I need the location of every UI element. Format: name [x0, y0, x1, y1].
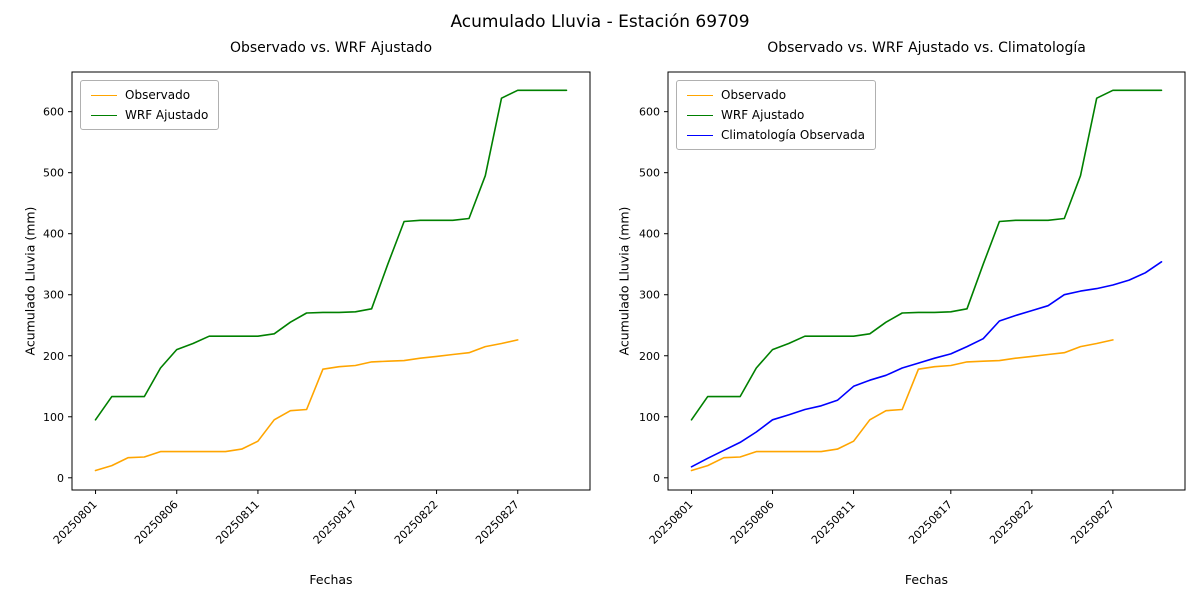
x-tick-label: 20250806	[728, 498, 777, 547]
x-tick-label: 20250817	[906, 498, 955, 547]
subplot-left-ylabel: Acumulado Lluvia (mm)	[22, 206, 38, 356]
x-tick-label: 20250827	[1068, 498, 1117, 547]
subplot-left-xlabel: Fechas	[309, 572, 353, 587]
legend-entry: WRF Ajustado	[91, 108, 208, 122]
y-tick-label: 500	[639, 167, 660, 180]
series-line-wrf-ajustado	[94, 89, 568, 421]
legend-line-swatch	[91, 114, 117, 116]
legend-label: Observado	[721, 88, 787, 102]
series-line-climatolog-a-observada	[690, 260, 1163, 468]
legend-label: Observado	[125, 88, 191, 102]
x-tick-label: 20250822	[392, 498, 441, 547]
axes-frame	[71, 71, 591, 491]
subplot-right-ylabel: Acumulado Lluvia (mm)	[616, 206, 632, 356]
subplot-right-xlabel: Fechas	[904, 572, 949, 587]
legend-label: WRF Ajustado	[125, 108, 209, 122]
x-tick-label: 20250822	[987, 498, 1036, 547]
legend-line-swatch	[687, 94, 713, 96]
y-tick-label: 200	[43, 350, 64, 363]
series-line-observado	[690, 339, 1114, 472]
legend-label: WRF Ajustado	[721, 108, 805, 122]
y-tick-label: 300	[639, 289, 660, 302]
y-tick-label: 100	[639, 411, 660, 424]
y-tick-label: 100	[43, 411, 64, 424]
legend-entry: Observado	[91, 88, 208, 102]
legend-line-swatch	[687, 134, 713, 136]
legend-label: Climatología Observada	[721, 128, 865, 142]
subplot-right-title: Observado vs. WRF Ajustado vs. Climatolo…	[767, 40, 1086, 56]
x-tick-label: 20250827	[473, 498, 522, 547]
y-tick-label: 600	[639, 106, 660, 119]
x-tick-label: 20250817	[311, 498, 360, 547]
legend-entry: Climatología Observada	[687, 128, 865, 142]
y-tick-label: 500	[43, 167, 64, 180]
subplot-right-legend: Observado WRF Ajustado Climatología Observ…	[676, 80, 876, 150]
series-line-observado	[94, 339, 519, 472]
x-tick-label: 20250801	[647, 498, 696, 547]
x-tick-label: 20250811	[213, 498, 262, 547]
legend-line-swatch	[687, 114, 713, 116]
y-tick-label: 400	[639, 228, 660, 241]
y-tick-label: 600	[43, 106, 64, 119]
figure-title: Acumulado Lluvia - Estación 69709	[450, 12, 750, 32]
legend-entry: Observado	[687, 88, 865, 102]
y-tick-label: 300	[43, 289, 64, 302]
series-line-wrf-ajustado	[690, 89, 1163, 421]
y-tick-label: 0	[57, 472, 64, 485]
x-tick-label: 20250811	[809, 498, 858, 547]
subplot-left-legend: Observado WRF Ajustado	[80, 80, 220, 130]
axes-frame	[667, 71, 1186, 491]
x-tick-label: 20250806	[132, 498, 181, 547]
y-tick-label: 200	[639, 350, 660, 363]
legend-entry: WRF Ajustado	[687, 108, 865, 122]
subplot-left-title: Observado vs. WRF Ajustado	[229, 40, 433, 56]
y-tick-label: 0	[653, 472, 660, 485]
legend-line-swatch	[91, 94, 117, 96]
x-tick-label: 20250801	[51, 498, 100, 547]
y-tick-label: 400	[43, 228, 64, 241]
